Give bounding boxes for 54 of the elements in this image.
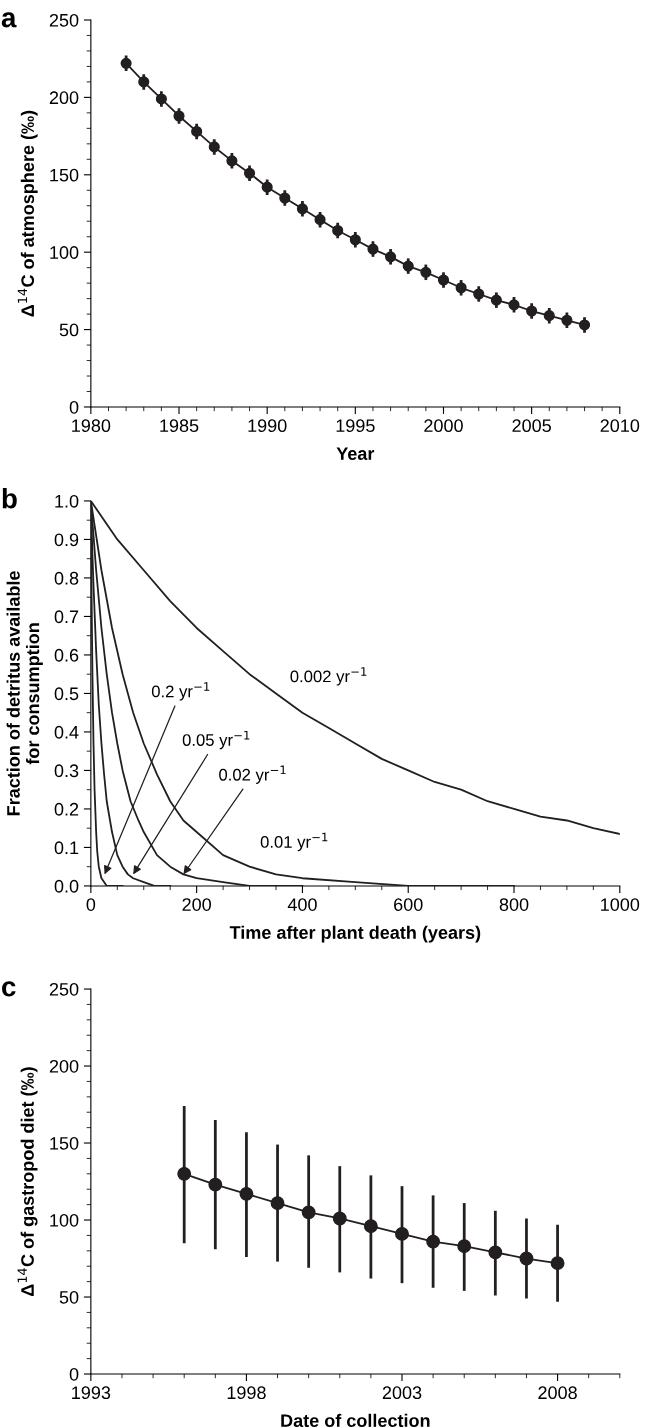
x-tick-label: 600 xyxy=(394,898,423,911)
x-tick-label: 800 xyxy=(499,898,529,911)
y-tick-label: 50 xyxy=(59,323,79,337)
y-tick-label: 250 xyxy=(49,13,79,27)
y-tick-label: 250 xyxy=(49,982,79,996)
y-tick-label: 150 xyxy=(50,168,79,182)
x-axis-title: Time after plant death (years) xyxy=(229,925,481,943)
x-tick-label: 2010 xyxy=(600,419,640,433)
y-tick-label: 0 xyxy=(69,1367,79,1381)
y-tick-label: 100 xyxy=(50,1213,79,1227)
annotation: 0.002 yr$^{−1}$ xyxy=(290,667,367,686)
annotation: 0.02 yr$^{−1}$ xyxy=(219,765,286,784)
annotation: 0.2 yr$^{−1}$ xyxy=(151,682,210,701)
x-tick-label: 1995 xyxy=(336,419,375,433)
y-tick-label: 200 xyxy=(49,91,79,105)
x-axis-title: Year xyxy=(336,447,375,460)
annotation: 0.01 yr$^{−1}$ xyxy=(260,832,328,852)
y-tick-label: 100 xyxy=(50,246,79,259)
x-tick-label: 1985 xyxy=(160,419,199,433)
y-tick-label: 0.2 xyxy=(54,802,79,816)
y-tick-label: 150 xyxy=(50,1136,79,1150)
x-tick-label: 400 xyxy=(287,898,317,911)
x-tick-label: 1000 xyxy=(601,898,640,911)
chart-title: c xyxy=(2,981,16,997)
y-axis-title: Δ$^{14}$C of atmosphere (‰) xyxy=(17,110,38,317)
y-tick-label: 0.5 xyxy=(54,687,79,701)
y-tick-label: 0 xyxy=(69,400,79,414)
y-tick-label: 200 xyxy=(49,1059,79,1073)
y-tick-label: 0.0 xyxy=(54,879,79,893)
x-axis-title: Date of collection xyxy=(281,1413,430,1428)
x-tick-label: 1993 xyxy=(72,1386,111,1400)
y-tick-label: 0.8 xyxy=(54,571,79,585)
x-tick-label: 2003 xyxy=(382,1386,422,1400)
chart-title: b xyxy=(2,488,17,509)
y-tick-label: 0.3 xyxy=(54,764,79,778)
x-tick-label: 0 xyxy=(86,898,96,911)
y-tick-label: 0.6 xyxy=(54,648,79,662)
y-tick-label: 0.4 xyxy=(54,725,79,739)
y-tick-label: 0.7 xyxy=(54,610,79,624)
x-tick-label: 1990 xyxy=(248,419,287,433)
y-axis-title: Fraction of detritus available for consumption xyxy=(6,571,43,816)
x-tick-label: 1998 xyxy=(227,1386,266,1400)
x-tick-label: 1980 xyxy=(72,419,111,433)
y-axis-title: Δ$^{14}$C of gastropod diet (‰) xyxy=(17,1067,38,1296)
y-tick-label: 50 xyxy=(59,1290,79,1304)
x-tick-label: 2005 xyxy=(512,419,551,433)
annotation: 0.05 yr$^{−1}$ xyxy=(182,730,250,750)
x-tick-label: 200 xyxy=(182,898,211,911)
x-tick-label: 2008 xyxy=(538,1386,577,1400)
chart-title: a xyxy=(1,12,17,28)
y-tick-label: 0.9 xyxy=(54,533,79,547)
y-tick-label: 1.0 xyxy=(55,494,79,508)
x-tick-label: 2000 xyxy=(424,419,463,433)
y-tick-label: 0.1 xyxy=(54,841,79,855)
